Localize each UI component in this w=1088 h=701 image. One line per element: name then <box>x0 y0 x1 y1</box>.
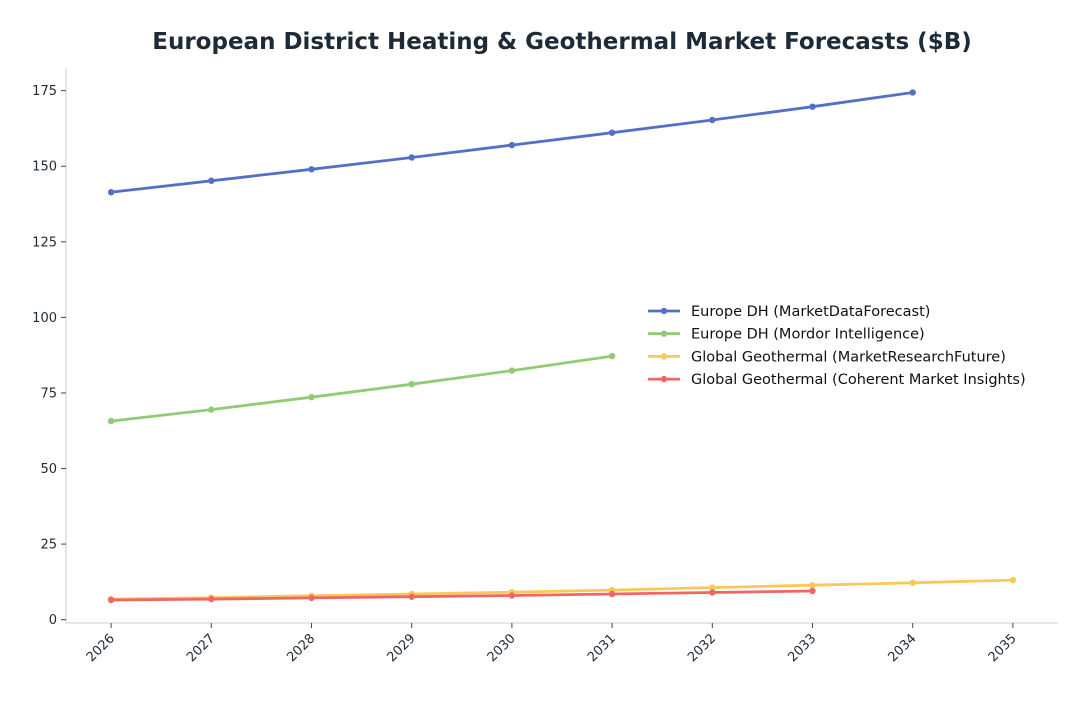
data-point <box>107 189 115 196</box>
series-line-2 <box>109 354 614 423</box>
y-tick-label: 175 <box>32 84 57 99</box>
y-tick-label: 50 <box>40 462 57 477</box>
data-point <box>408 380 415 388</box>
y-tick-label: 100 <box>32 311 57 326</box>
x-tick-label: 2031 <box>585 631 619 665</box>
series-line-3 <box>109 578 1015 601</box>
data-point <box>308 594 315 602</box>
data-point <box>809 582 816 589</box>
series-line-4 <box>109 589 814 602</box>
plot-area <box>107 89 1017 604</box>
data-point <box>909 89 916 96</box>
legend-marker <box>660 330 668 337</box>
legend-marker <box>660 353 668 360</box>
x-axis: 2026 2027 2028 2029 2030 2031 2032 2033 2034 2035 <box>84 623 1020 665</box>
data-point <box>608 352 616 360</box>
data-point <box>508 592 516 599</box>
legend-marker <box>660 307 668 315</box>
x-tick-label: 2034 <box>886 631 920 665</box>
data-point <box>208 177 215 184</box>
y-tick-label: 25 <box>40 538 57 553</box>
legend-label: Europe DH (MarketDataForecast) <box>691 304 930 320</box>
data-point <box>107 417 115 425</box>
data-point <box>408 593 415 600</box>
data-point <box>709 589 716 596</box>
data-point <box>408 154 415 161</box>
y-tick-label: 125 <box>32 235 57 250</box>
data-point <box>608 590 616 598</box>
data-point <box>709 584 716 591</box>
legend-label: Europe DH (Mordor Intelligence) <box>691 327 925 343</box>
data-point <box>709 116 716 124</box>
y-axis: 0 25 50 75 100 125 150 175 <box>32 84 66 628</box>
x-tick-label: 2033 <box>785 631 819 665</box>
data-point <box>208 595 215 603</box>
data-point <box>508 141 516 149</box>
x-tick-label: 2035 <box>986 631 1020 665</box>
chart-title: European District Heating & Geothermal M… <box>152 29 972 55</box>
legend: Europe DH (MarketDataForecast) Europe DH … <box>648 304 1026 388</box>
legend-label: Global Geothermal (Coherent Market Insig… <box>691 372 1026 388</box>
y-tick-label: 75 <box>40 386 57 401</box>
data-point <box>208 406 215 413</box>
data-point <box>508 367 516 374</box>
legend-label: Global Geothermal (MarketResearchFuture) <box>691 349 1006 365</box>
x-tick-label: 2030 <box>485 631 519 665</box>
x-tick-label: 2026 <box>84 631 118 665</box>
legend-marker <box>660 375 668 383</box>
x-tick-label: 2029 <box>385 631 419 665</box>
data-point <box>809 103 816 110</box>
x-tick-label: 2032 <box>685 631 719 665</box>
data-point <box>308 166 315 173</box>
x-tick-label: 2027 <box>184 631 218 665</box>
data-point <box>1009 576 1017 584</box>
data-point <box>308 393 315 401</box>
data-point <box>909 579 916 586</box>
x-tick-label: 2028 <box>284 631 318 665</box>
data-point <box>809 587 816 595</box>
data-point <box>608 129 616 136</box>
y-tick-label: 150 <box>32 160 57 175</box>
y-tick-label: 0 <box>49 613 57 628</box>
data-point <box>107 596 115 604</box>
